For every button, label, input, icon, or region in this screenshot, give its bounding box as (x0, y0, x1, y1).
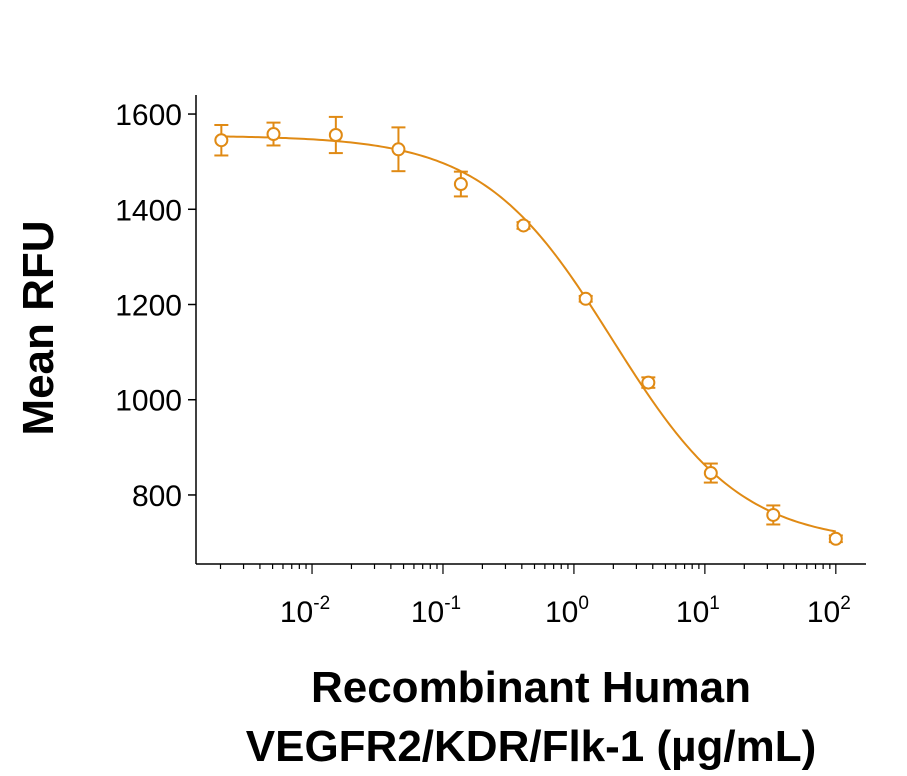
y-tick-label: 1400 (115, 194, 182, 227)
data-point (703, 462, 718, 484)
point-marker (703, 466, 718, 481)
point-marker (578, 291, 593, 306)
x-axis-title-line-2: VEGFR2/KDR/Flk-1 (µg/mL) (246, 722, 817, 771)
y-tick-label: 1000 (115, 385, 182, 418)
x-tick-base: 10 (280, 596, 313, 629)
point-marker (328, 127, 343, 142)
x-tick-base: 10 (807, 596, 840, 629)
x-tick-exponent: -2 (313, 593, 330, 614)
x-tick-base: 10 (676, 596, 709, 629)
y-tick-label: 1600 (115, 99, 182, 132)
data-point (641, 375, 656, 390)
x-tick-label: 10-2 (280, 593, 330, 629)
y-tick-label: 800 (132, 480, 182, 513)
data-point (453, 170, 468, 198)
point-marker (266, 127, 281, 142)
data-point (578, 291, 593, 306)
y-ticks: 800 1000 1200 1400 1600 (115, 99, 196, 513)
plot-area (214, 115, 843, 546)
data-point (516, 218, 531, 233)
x-tick-base: 10 (411, 596, 444, 629)
y-tick-label: 1200 (115, 290, 182, 323)
x-tick-label: 100 (545, 593, 589, 629)
point-marker (391, 142, 406, 157)
x-tick-label: 102 (807, 593, 851, 629)
point-marker (766, 507, 781, 522)
axes (195, 95, 866, 565)
point-marker (641, 375, 656, 390)
point-marker (453, 177, 468, 192)
data-point (214, 123, 229, 157)
x-tick-exponent: 0 (578, 593, 589, 614)
x-tick-exponent: 2 (840, 593, 851, 614)
data-point (766, 504, 781, 526)
x-axis-title-line-1: Recombinant Human (311, 663, 751, 712)
x-tick-label: 10-1 (411, 593, 461, 629)
data-point (391, 126, 406, 173)
x-tick-label: 101 (676, 593, 720, 629)
data-points (214, 115, 843, 546)
x-tick-exponent: -1 (444, 593, 461, 614)
point-marker (214, 133, 229, 148)
data-point (828, 531, 843, 546)
point-marker (828, 531, 843, 546)
x-tick-exponent: 1 (709, 593, 720, 614)
data-point (266, 121, 281, 147)
x-tick-base: 10 (545, 596, 578, 629)
x-ticks: 10-2 10-1 100 101 102 (219, 564, 851, 629)
fit-curve (221, 135, 837, 533)
y-axis-title: Mean RFU (14, 220, 63, 435)
point-marker (516, 218, 531, 233)
data-point (328, 115, 343, 155)
